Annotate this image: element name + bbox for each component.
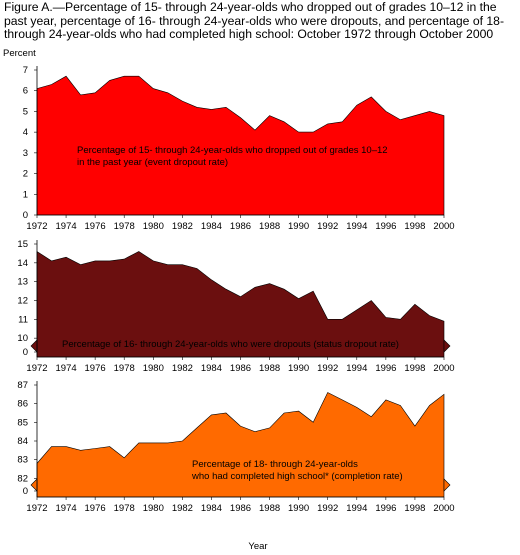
y-tick-label: 87	[17, 380, 28, 391]
x-tick-label: 1994	[346, 503, 367, 514]
x-tick-label: 1998	[404, 363, 425, 374]
x-tick-label: 1986	[230, 503, 251, 514]
x-tick-label: 1984	[201, 363, 222, 374]
x-tick-label: 1974	[56, 503, 77, 514]
y-tick-label: 13	[17, 277, 28, 288]
y-tick-label: 11	[18, 314, 28, 325]
x-tick-label: 1992	[317, 221, 338, 232]
y-tick-label: 0	[23, 347, 28, 358]
x-tick-label: 2000	[433, 363, 454, 374]
x-tick-label: 1986	[230, 221, 251, 232]
x-tick-label: 1976	[85, 221, 106, 232]
x-tick-label: 1998	[404, 221, 425, 232]
x-tick-label: 1994	[346, 363, 367, 374]
x-tick-label: 1974	[56, 221, 77, 232]
y-tick-label: 3	[23, 148, 28, 159]
axis-break-left	[30, 339, 38, 353]
series-annotation: Percentage of 16- through 24-year-olds w…	[62, 339, 399, 350]
series-annotation: Percentage of 18- through 24-year-olds	[192, 459, 358, 470]
x-tick-label: 1982	[172, 363, 193, 374]
status-area	[36, 250, 445, 358]
y-tick-label: 0	[23, 210, 28, 221]
x-tick-label: 1982	[172, 221, 193, 232]
x-tick-label: 1980	[143, 363, 164, 374]
x-tick-label: 2000	[433, 503, 454, 514]
y-tick-label: 4	[23, 127, 28, 138]
x-tick-label: 1976	[85, 363, 106, 374]
x-tick-label: 2000	[433, 221, 454, 232]
y-tick-label: 85	[17, 417, 28, 428]
y-tick-label: 83	[17, 455, 28, 466]
y-tick-label: 14	[17, 258, 28, 269]
x-tick-label: 1990	[288, 221, 309, 232]
event-area	[36, 75, 445, 216]
x-tick-label: 1986	[230, 363, 251, 374]
x-tick-label: 1978	[114, 503, 135, 514]
x-tick-label: 1998	[404, 503, 425, 514]
x-tick-label: 1972	[26, 221, 47, 232]
figure-title: Figure A.—Percentage of 15- through 24-y…	[4, 0, 505, 41]
x-tick-label: 1974	[56, 363, 77, 374]
x-tick-label: 1976	[85, 503, 106, 514]
x-tick-label: 1984	[201, 221, 222, 232]
y-unit-label: Percent	[3, 48, 36, 59]
x-tick-label: 1982	[172, 503, 193, 514]
x-tick-label: 1980	[143, 221, 164, 232]
x-tick-label: 1984	[201, 503, 222, 514]
x-tick-label: 1978	[114, 221, 135, 232]
x-tick-label: 1980	[143, 503, 164, 514]
y-tick-label: 10	[17, 333, 28, 344]
y-tick-label: 7	[23, 65, 28, 76]
series-annotation: Percentage of 15- through 24-year-olds w…	[77, 145, 388, 156]
x-tick-label: 1972	[26, 503, 47, 514]
y-tick-label: 0	[23, 486, 28, 497]
panel-status: 0 10 11 12 13 14 15 1972 1974 1976 1978 1980 1982 198…	[17, 239, 454, 374]
x-tick-label: 1988	[259, 363, 280, 374]
completion-area	[36, 392, 445, 498]
x-tick-label: 1972	[26, 363, 47, 374]
x-tick-label: 1978	[114, 363, 135, 374]
axis-break-right	[443, 339, 451, 353]
panel-completion: 0 82 83 84 85 86 87 1972 1974 1976 1978 1980 1982 198…	[17, 380, 454, 514]
x-tick-label: 1988	[259, 503, 280, 514]
y-tick-label: 1	[23, 189, 28, 200]
x-tick-label: 1990	[288, 503, 309, 514]
y-tick-label: 6	[23, 86, 28, 97]
series-annotation: who had completed high school* (completi…	[191, 471, 403, 482]
axis-break-right	[443, 478, 451, 492]
y-tick-label: 84	[17, 436, 28, 447]
x-tick-label: 1994	[346, 221, 367, 232]
axis-break-left	[30, 478, 38, 492]
x-tick-label: 1992	[317, 503, 338, 514]
x-tick-label: 1996	[375, 363, 396, 374]
y-tick-label: 2	[23, 169, 28, 180]
y-tick-label: 86	[17, 399, 28, 410]
panel-event: 0 1 2 3 4 5 6 7 1972 1974 1976 1978 1980 1982 1984 1986…	[23, 65, 455, 232]
series-annotation: in the past year (event dropout rate)	[77, 157, 228, 168]
x-tick-label: 1992	[317, 363, 338, 374]
x-tick-label: 1990	[288, 363, 309, 374]
y-tick-label: 12	[17, 296, 28, 307]
y-tick-label: 5	[23, 106, 28, 117]
x-tick-label: 1996	[375, 221, 396, 232]
x-axis-label: Year	[248, 541, 267, 552]
y-tick-label: 82	[17, 473, 28, 484]
y-tick-label: 15	[17, 239, 28, 250]
x-tick-label: 1988	[259, 221, 280, 232]
x-tick-label: 1996	[375, 503, 396, 514]
